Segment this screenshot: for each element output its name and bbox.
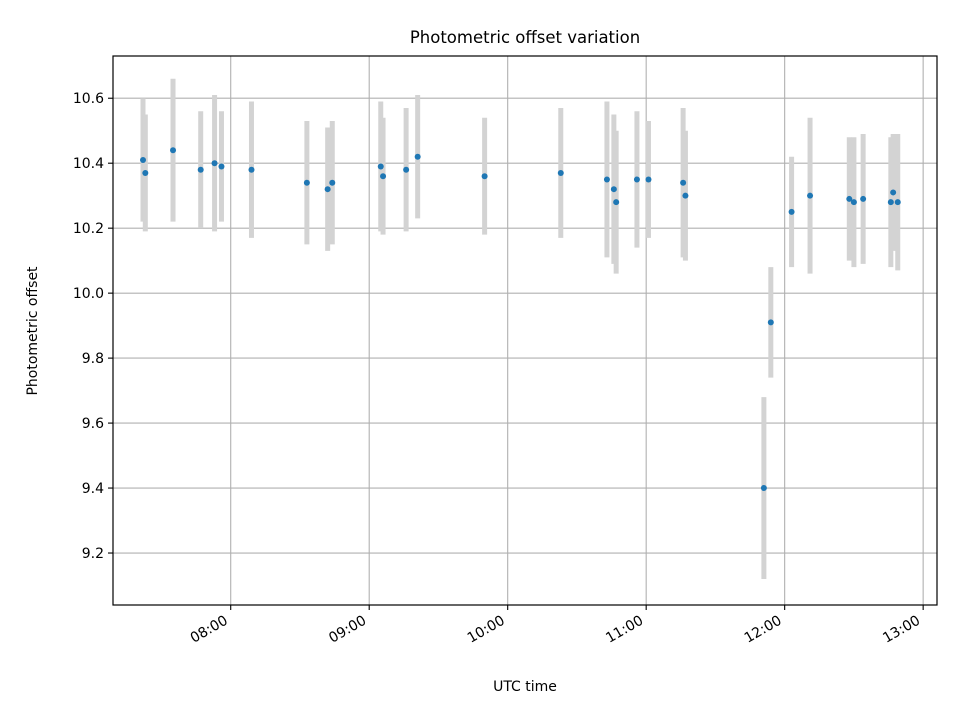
chart-title: Photometric offset variation [410, 28, 640, 47]
data-point [846, 195, 853, 202]
data-point [248, 166, 255, 173]
data-point [767, 319, 774, 326]
data-point [324, 186, 331, 193]
data-point [680, 179, 687, 186]
data-point [613, 199, 620, 206]
data-point [860, 195, 867, 202]
data-point [329, 179, 336, 186]
y-tick-label: 9.2 [82, 546, 104, 562]
data-point [140, 156, 147, 163]
grid-lines [113, 56, 937, 605]
data-point [788, 208, 795, 215]
data-point [807, 192, 814, 199]
data-point [890, 189, 897, 196]
data-point [403, 166, 410, 173]
data-point [377, 163, 384, 170]
data-point [303, 179, 310, 186]
y-tick-label: 9.4 [82, 481, 104, 497]
y-tick-label: 10.4 [73, 156, 104, 172]
data-point [211, 160, 218, 167]
y-axis-label: Photometric offset [25, 266, 41, 396]
y-tick-label: 10.2 [73, 221, 104, 237]
plot-frame [112, 55, 938, 606]
data-point [633, 176, 640, 183]
data-point [645, 176, 652, 183]
data-point [481, 173, 488, 180]
data-point [887, 199, 894, 206]
data-point [218, 163, 225, 170]
y-tick-label: 9.8 [82, 351, 104, 367]
data-point [380, 173, 387, 180]
data-point [610, 186, 617, 193]
y-tick-label: 10.6 [73, 91, 104, 107]
data-points [140, 147, 901, 492]
y-tick-label: 10.0 [73, 286, 104, 302]
y-axis-ticks: 9.2 9.4 9.6 9.8 10.0 10.2 10.4 10.6 [73, 91, 113, 562]
data-point [414, 153, 421, 160]
data-point [557, 169, 564, 176]
data-point [142, 169, 149, 176]
data-point [760, 485, 767, 492]
data-point [603, 176, 610, 183]
y-tick-label: 9.6 [82, 416, 104, 432]
data-point [894, 199, 901, 206]
data-point [850, 199, 857, 206]
x-axis-label: UTC time [493, 679, 557, 695]
data-point [197, 166, 204, 173]
data-point [682, 192, 689, 199]
data-point [170, 147, 177, 154]
